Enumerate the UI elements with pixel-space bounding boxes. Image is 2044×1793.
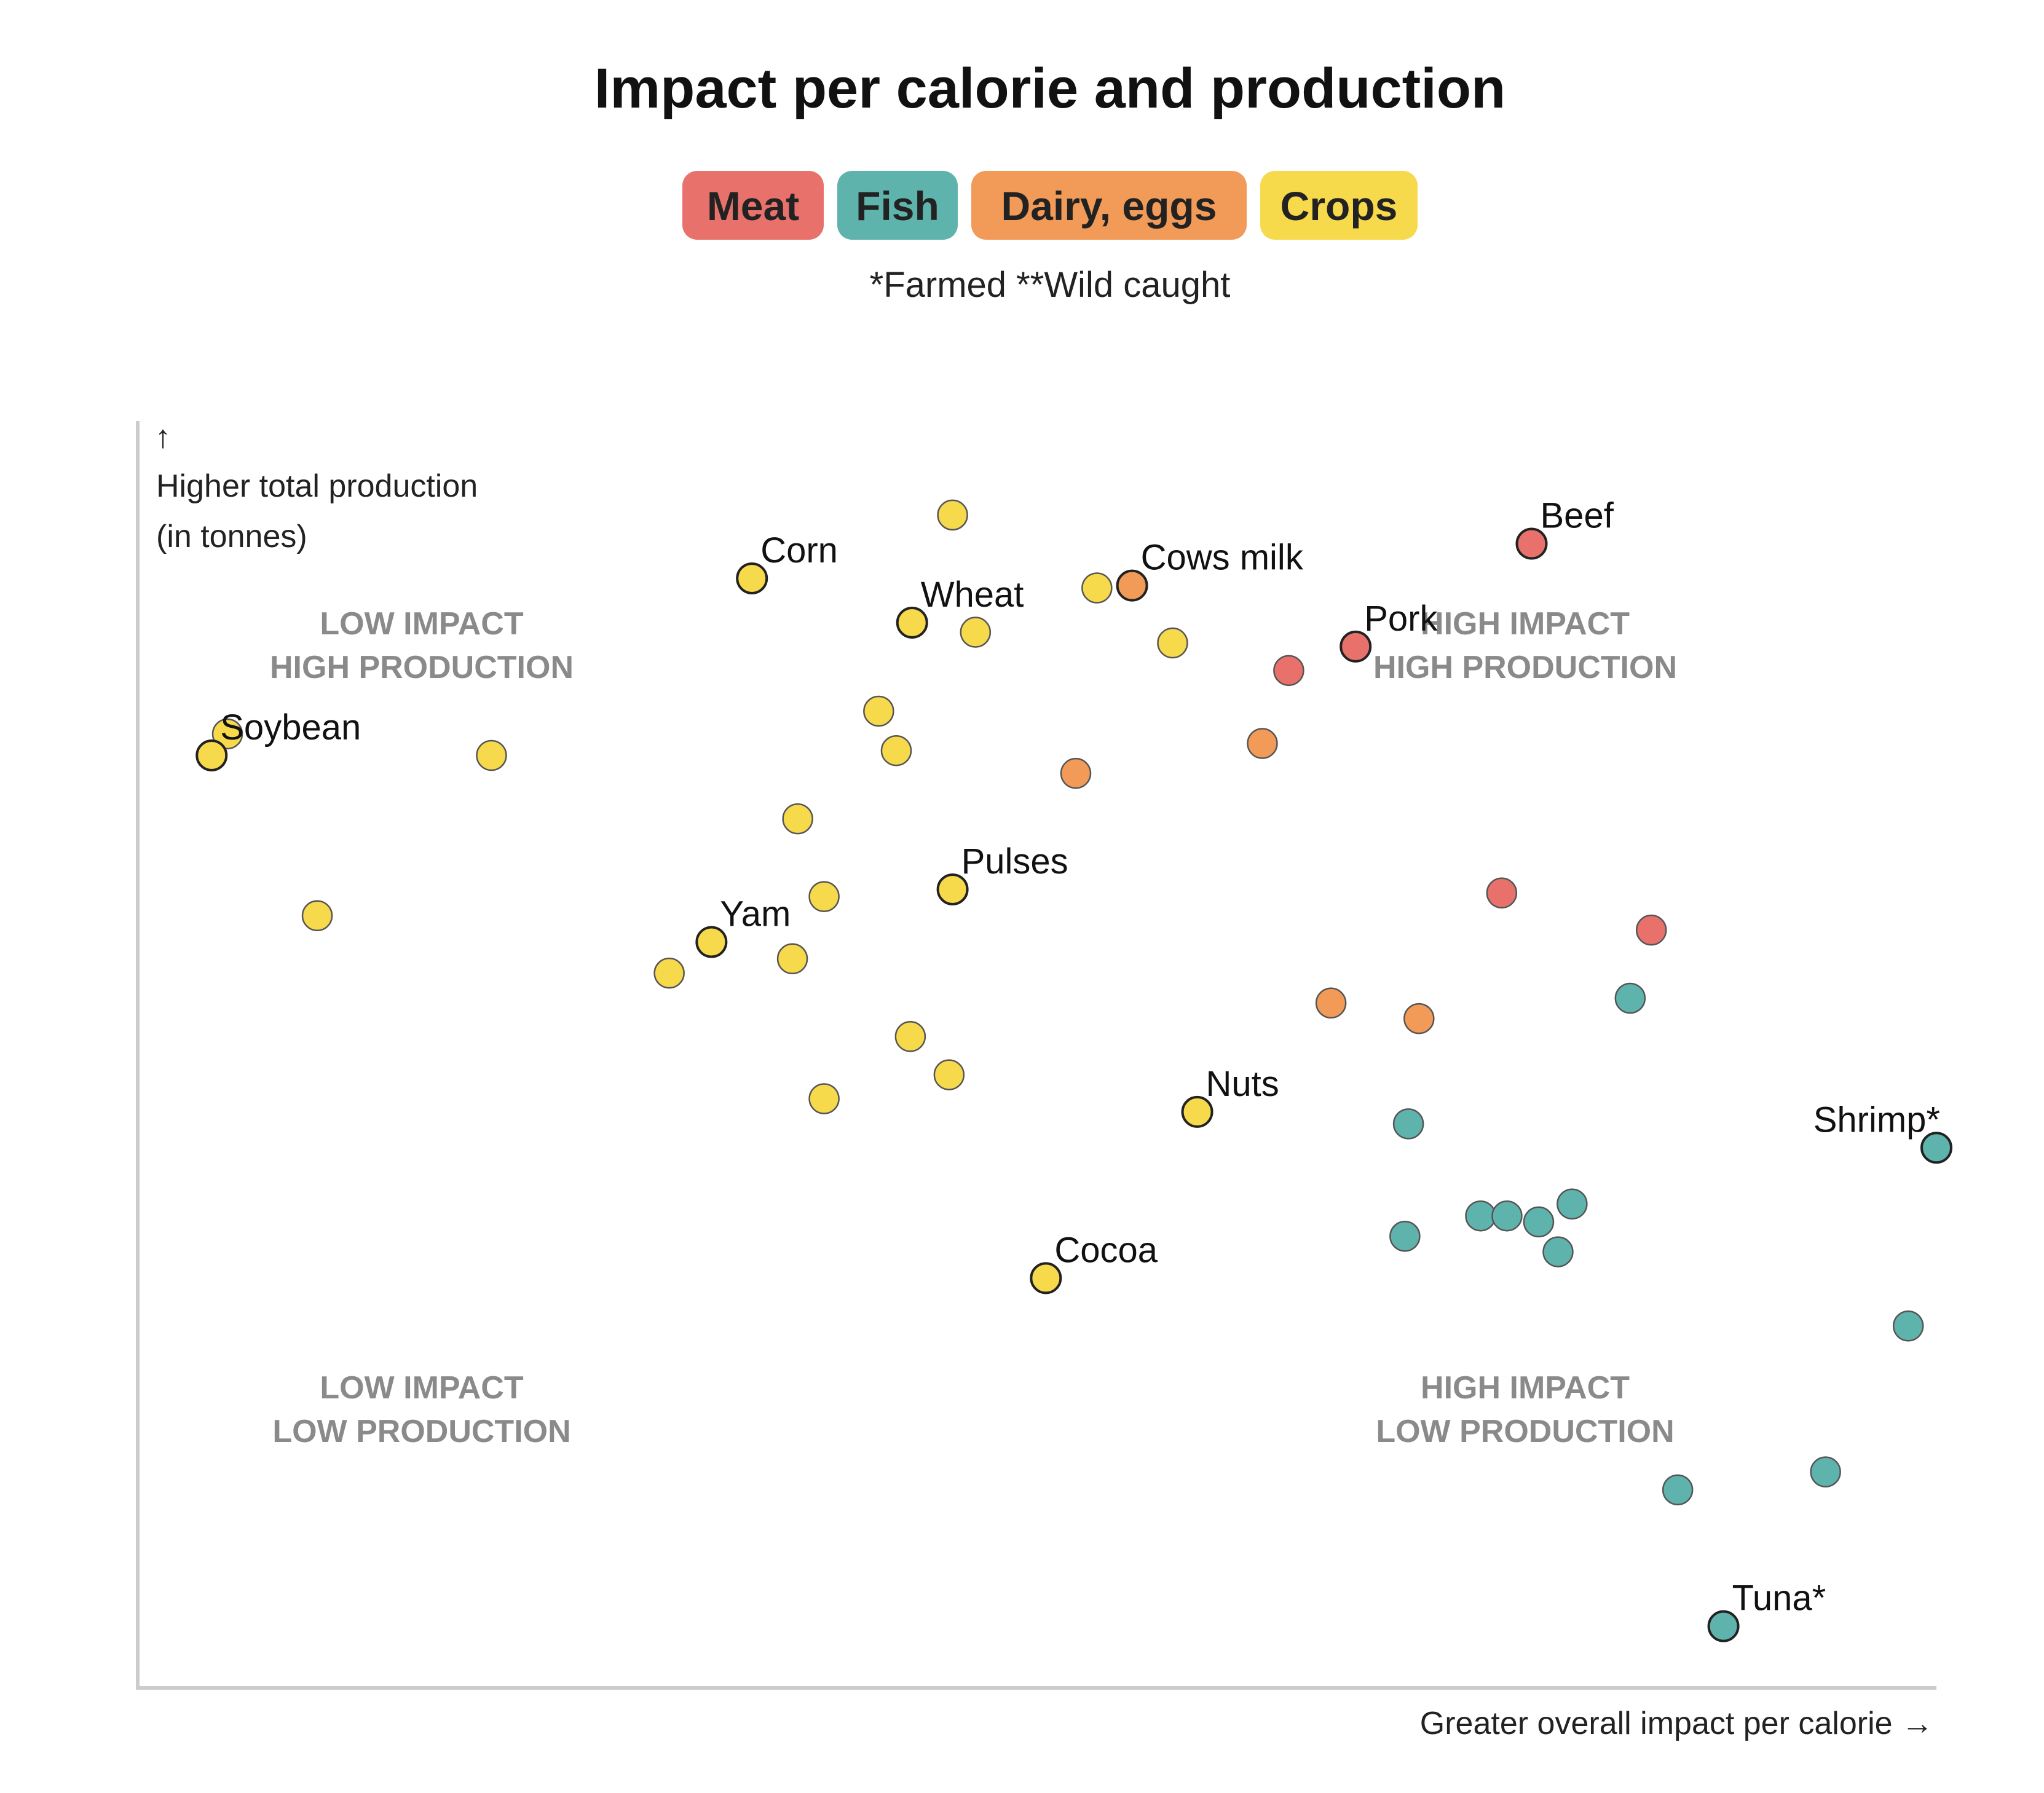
legend-label-meat: Meat xyxy=(707,183,799,229)
quadrant-bottom-right-line1: HIGH IMPACT xyxy=(1421,1370,1630,1406)
point-crops-corn xyxy=(736,562,768,594)
point-label-tuna: Tuna* xyxy=(1732,1578,1826,1618)
point-crops-29 xyxy=(894,1021,926,1052)
point-label-beef: Beef xyxy=(1541,496,1614,536)
point-crops-17 xyxy=(782,803,813,835)
point-label-wheat: Wheat xyxy=(921,575,1024,615)
point-label-nuts: Nuts xyxy=(1206,1064,1279,1104)
point-crops-0 xyxy=(937,499,968,531)
point-crops-23 xyxy=(653,957,685,989)
x-axis-label: Greater overall impact per calorie → xyxy=(1420,1706,1933,1741)
legend-label-fish: Fish xyxy=(856,183,939,229)
point-crops-soybean xyxy=(195,739,228,771)
point-crops-31 xyxy=(808,1083,840,1114)
point-dairy-eggs-16 xyxy=(1060,757,1092,789)
legend-swatch-meat xyxy=(682,171,824,240)
point-label-pulses: Pulses xyxy=(961,841,1068,881)
point-crops-10 xyxy=(211,718,243,750)
point-label-shrimp: Shrimp* xyxy=(1813,1100,1940,1140)
point-fish-38 xyxy=(1523,1206,1555,1238)
legend-swatch-crops xyxy=(1260,171,1418,240)
point-fish-37 xyxy=(1491,1200,1523,1232)
point-crops-cocoa xyxy=(1030,1262,1062,1295)
point-meat-24 xyxy=(1486,877,1518,909)
data-points: Corn Wheat Cows milk Beef Pork Soybean Pulses Y… xyxy=(195,496,1952,1642)
quadrant-top-left-line2: HIGH PRODUCTION xyxy=(270,650,574,685)
chart-title: Impact per calorie and production xyxy=(594,57,1505,120)
point-dairy-eggs-15 xyxy=(1247,728,1278,759)
y-axis-label-line2: (in tonnes) xyxy=(156,519,307,554)
quadrant-bottom-right-line2: LOW PRODUCTION xyxy=(1376,1414,1674,1449)
point-fish-40 xyxy=(1542,1236,1574,1267)
quadrant-top-right-line1: HIGH IMPACT xyxy=(1421,606,1630,642)
point-dairy-eggs-28 xyxy=(1403,1003,1435,1034)
point-meat-beef xyxy=(1515,527,1548,560)
point-label-corn: Corn xyxy=(760,530,838,570)
point-label-cows-milk: Cows milk xyxy=(1141,538,1304,578)
point-crops-19 xyxy=(808,881,840,912)
point-crops-yam xyxy=(695,926,728,958)
point-label-cocoa: Cocoa xyxy=(1054,1230,1158,1270)
quadrant-labels: LOW IMPACT HIGH PRODUCTION HIGH IMPACT H… xyxy=(270,606,1677,1449)
point-fish-44 xyxy=(1662,1474,1694,1506)
quadrant-bottom-left-line1: LOW IMPACT xyxy=(320,1370,523,1406)
point-crops-20 xyxy=(301,900,333,931)
point-fish-42 xyxy=(1892,1310,1924,1342)
point-label-pork: Pork xyxy=(1364,599,1438,639)
point-fish-43 xyxy=(1810,1456,1841,1488)
point-crops-nuts xyxy=(1181,1095,1213,1128)
point-fish-33 xyxy=(1392,1108,1424,1140)
point-crops-14 xyxy=(880,735,912,766)
point-fish-35 xyxy=(1557,1188,1588,1220)
point-crops-22 xyxy=(776,943,808,975)
legend-item-meat: Meat xyxy=(682,171,824,240)
quadrant-top-left-line1: LOW IMPACT xyxy=(320,606,523,642)
legend-item-dairy-eggs: Dairy, eggs xyxy=(971,171,1247,240)
quadrant-top-right-line2: HIGH PRODUCTION xyxy=(1373,650,1677,685)
point-fish-26 xyxy=(1614,982,1646,1014)
point-crops-30 xyxy=(933,1059,965,1090)
y-axis-label-line1: Higher total production xyxy=(156,468,478,504)
point-dairy-eggs-27 xyxy=(1315,987,1347,1019)
point-label-yam: Yam xyxy=(720,894,791,934)
legend-label-dairy-eggs: Dairy, eggs xyxy=(1001,183,1217,229)
point-crops-4 xyxy=(1081,572,1113,604)
point-fish-39 xyxy=(1389,1221,1421,1252)
point-label-soybean: Soybean xyxy=(220,707,361,747)
legend-item-crops: Crops xyxy=(1260,171,1418,240)
point-crops-12 xyxy=(476,739,507,771)
point-fish-shrimp xyxy=(1920,1132,1952,1164)
point-dairy-eggs-cows-milk xyxy=(1116,569,1148,602)
legend-swatch-dairy-eggs xyxy=(971,171,1247,240)
quadrant-bottom-left-line2: LOW PRODUCTION xyxy=(272,1414,570,1449)
legend-label-crops: Crops xyxy=(1280,183,1398,229)
point-meat-pork xyxy=(1340,630,1372,663)
y-axis-arrow: ↑ xyxy=(155,419,171,455)
point-crops-pulses xyxy=(936,873,969,905)
point-crops-13 xyxy=(863,695,894,727)
point-fish-36 xyxy=(1465,1200,1496,1232)
point-crops-6 xyxy=(1157,627,1188,659)
point-crops-3 xyxy=(960,617,992,648)
point-fish-tuna xyxy=(1707,1610,1740,1642)
legend-swatch-fish xyxy=(837,171,958,240)
chart-note: *Farmed **Wild caught xyxy=(870,265,1231,305)
point-crops-wheat xyxy=(896,606,928,639)
point-meat-25 xyxy=(1635,914,1667,946)
legend-item-fish: Fish xyxy=(837,171,958,240)
point-meat-9 xyxy=(1273,655,1304,687)
legend: Meat Fish Dairy, eggs Crops xyxy=(682,171,1418,240)
